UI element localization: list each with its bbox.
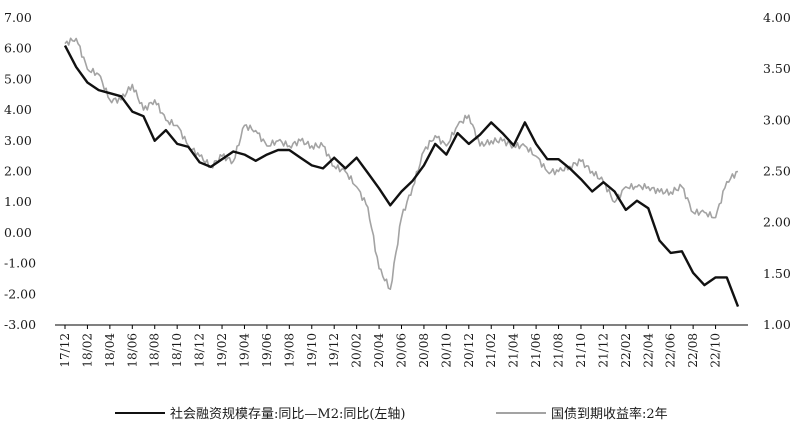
- left-tick-label: 3.00: [4, 133, 32, 148]
- x-tick-label: 21/02: [484, 333, 498, 368]
- x-tick-label: 20/06: [395, 333, 409, 368]
- x-tick-label: 22/06: [664, 333, 678, 368]
- x-tick-label: 19/02: [215, 333, 229, 368]
- x-tick-label: 19/08: [282, 333, 296, 368]
- x-tick-label: 22/08: [686, 333, 700, 368]
- x-tick-label: 21/04: [507, 333, 521, 368]
- right-tick-label: 2.50: [763, 164, 791, 179]
- x-tick-label: 20/08: [417, 333, 431, 368]
- x-axis: 17/12 18/02 18/04 18/06 18/08 18/10 18/12 19/02…: [58, 325, 723, 368]
- x-tick-label: 20/10: [439, 333, 453, 368]
- x-tick-label: 22/04: [641, 333, 655, 368]
- x-tick-label: 19/04: [237, 333, 251, 368]
- legend-label-series-1: 国债到期收益率:2年: [551, 406, 668, 422]
- x-tick-label: 21/10: [574, 333, 588, 368]
- right-tick-label: 4.00: [763, 10, 791, 25]
- left-tick-label: 0.00: [4, 225, 32, 240]
- right-tick-label: 2.00: [763, 215, 791, 230]
- series-layer: [63, 37, 740, 308]
- x-tick-label: 22/10: [709, 333, 723, 368]
- left-tick-label: 1.00: [4, 194, 32, 209]
- x-tick-label: 18/04: [103, 333, 117, 368]
- left-tick-label: -3.00: [4, 317, 36, 332]
- x-tick-label: 18/06: [125, 333, 139, 368]
- series-line-0: [63, 45, 740, 308]
- x-tick-label: 20/04: [372, 333, 386, 368]
- x-tick-label: 21/12: [596, 333, 610, 368]
- x-tick-label: 19/12: [327, 333, 341, 368]
- right-tick-label: 1.00: [763, 317, 791, 332]
- right-tick-label: 3.50: [763, 61, 791, 76]
- x-tick-label: 18/08: [148, 333, 162, 368]
- x-tick-label: 22/02: [619, 333, 633, 368]
- left-tick-label: 6.00: [4, 41, 32, 56]
- left-tick-label: 5.00: [4, 71, 32, 86]
- left-tick-label: 7.00: [4, 10, 32, 25]
- left-tick-label: 4.00: [4, 102, 32, 117]
- x-tick-label: 21/06: [529, 333, 543, 368]
- series-line-1: [64, 37, 739, 290]
- x-tick-label: 20/02: [350, 333, 364, 368]
- x-tick-label: 20/12: [462, 333, 476, 368]
- x-tick-label: 18/02: [80, 333, 94, 368]
- right-tick-label: 3.00: [763, 112, 791, 127]
- left-tick-label: -2.00: [4, 286, 36, 301]
- legend: 社会融资规模存量:同比—M2:同比(左轴) 国债到期收益率:2年: [115, 406, 668, 422]
- x-tick-label: 18/12: [193, 333, 207, 368]
- right-tick-label: 1.50: [763, 266, 791, 281]
- right-axis: 4.00 3.50 3.00 2.50 2.00 1.50 1.00: [763, 10, 791, 332]
- left-tick-label: 2.00: [4, 164, 32, 179]
- x-tick-label: 18/10: [170, 333, 184, 368]
- x-tick-label: 19/10: [305, 333, 319, 368]
- left-tick-label: -1.00: [4, 256, 36, 271]
- x-tick-label: 19/06: [260, 333, 274, 368]
- x-tick-label: 17/12: [58, 333, 72, 368]
- legend-label-series-0: 社会融资规模存量:同比—M2:同比(左轴): [170, 406, 406, 422]
- x-tick-label: 21/08: [552, 333, 566, 368]
- left-axis: 7.00 6.00 5.00 4.00 3.00 2.00 1.00 0.00 -1.00 -2.…: [4, 10, 36, 332]
